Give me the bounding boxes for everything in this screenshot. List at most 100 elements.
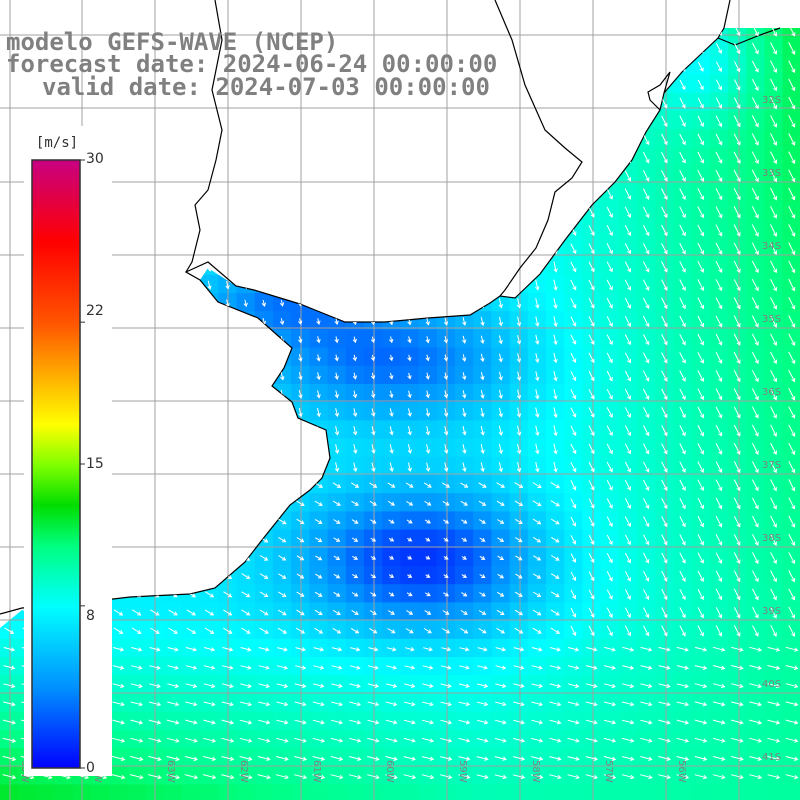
wind-arrow — [171, 261, 176, 273]
wind-arrow — [207, 389, 212, 400]
wind-speed-cell — [764, 56, 784, 76]
wind-speed-cell — [109, 529, 128, 549]
wind-speed-cell — [455, 729, 474, 749]
wind-speed-cell — [200, 238, 219, 258]
wind-arrow — [462, 390, 467, 399]
wind-speed-cell — [746, 311, 765, 330]
wind-speed-cell — [673, 202, 693, 221]
colorbar-unit: [m/s] — [32, 132, 82, 154]
wind-speed-cell — [127, 584, 147, 603]
wind-speed-cell — [673, 238, 693, 258]
wind-arrow — [733, 115, 741, 128]
wind-arrow — [171, 461, 176, 473]
wind-speed-cell — [691, 638, 711, 658]
wind-speed-cell — [309, 529, 329, 549]
wind-speed-cell — [527, 402, 547, 421]
wind-speed-cell — [200, 657, 219, 676]
wind-arrow — [168, 500, 178, 507]
wind-arrow — [298, 407, 303, 418]
wind-speed-cell — [637, 657, 656, 676]
wind-speed-cell — [309, 729, 329, 749]
wind-arrow — [371, 170, 376, 182]
wind-speed-cell — [600, 92, 620, 112]
wind-speed-cell — [418, 584, 438, 603]
wind-arrow — [661, 242, 668, 255]
wind-arrow — [661, 425, 668, 437]
wind-arrow — [697, 79, 704, 91]
wind-speed-cell — [436, 384, 456, 403]
wind-speed-cell — [273, 638, 292, 658]
wind-speed-cell — [309, 547, 329, 567]
wind-arrow — [171, 407, 176, 418]
wind-speed-cell — [637, 256, 656, 276]
wind-speed-cell — [418, 711, 438, 731]
wind-speed-cell — [36, 784, 56, 800]
wind-arrow — [116, 116, 121, 127]
wind-speed-cell — [109, 711, 128, 731]
wind-arrow — [279, 281, 285, 289]
wind-speed-cell — [491, 202, 511, 221]
lagoon-outline — [717, 27, 781, 46]
wind-speed-cell — [491, 420, 511, 440]
wind-speed-cell — [109, 384, 128, 403]
wind-speed-cell — [709, 293, 729, 312]
wind-speed-cell — [691, 766, 711, 785]
wind-arrow — [751, 351, 759, 364]
wind-speed-cell — [527, 347, 547, 367]
wind-arrow — [189, 116, 194, 127]
wind-arrow — [570, 97, 577, 109]
wind-speed-cell — [509, 293, 529, 312]
wind-speed-cell — [127, 693, 147, 713]
wind-arrow — [261, 299, 267, 307]
wind-speed-cell — [491, 675, 511, 694]
wind-speed-cell — [200, 475, 219, 494]
wind-speed-cell — [309, 711, 329, 731]
latitude-label: 32S — [762, 95, 781, 106]
wind-speed-cell — [109, 784, 128, 800]
wind-speed-cell — [109, 256, 128, 276]
wind-arrow — [733, 351, 741, 364]
wind-speed-cell — [618, 311, 638, 330]
wind-arrow — [262, 207, 267, 218]
wind-speed-cell — [728, 129, 747, 148]
wind-speed-cell — [327, 384, 347, 403]
wind-speed-cell — [546, 293, 565, 312]
wind-speed-cell — [0, 111, 19, 130]
wind-arrow — [788, 260, 796, 274]
wind-arrow — [498, 188, 504, 200]
wind-speed-cell — [327, 147, 347, 167]
wind-arrow — [189, 280, 194, 290]
wind-speed-cell — [436, 256, 456, 276]
wind-speed-cell — [473, 711, 492, 731]
wind-speed-cell — [436, 511, 456, 531]
wind-arrow — [316, 354, 321, 362]
wind-speed-cell — [273, 584, 292, 603]
wind-speed-cell — [564, 38, 583, 57]
wind-speed-cell — [163, 584, 183, 603]
wind-speed-cell — [109, 693, 128, 713]
wind-speed-cell — [455, 784, 474, 800]
wind-speed-cell — [109, 547, 128, 567]
wind-speed-cell — [382, 28, 401, 39]
wind-arrow — [316, 262, 321, 272]
wind-arrow — [679, 370, 686, 382]
wind-arrow — [298, 336, 303, 344]
wind-speed-cell — [254, 438, 274, 458]
wind-arrow — [624, 188, 632, 200]
wind-speed-cell — [564, 729, 583, 749]
wind-arrow — [606, 42, 613, 55]
wind-arrow — [715, 279, 723, 292]
wind-speed-cell — [345, 274, 365, 294]
wind-speed-cell — [655, 693, 674, 713]
wind-speed-cell — [691, 547, 711, 567]
wind-arrow — [189, 443, 194, 455]
wind-speed-cell — [546, 493, 565, 512]
wind-arrow — [606, 334, 613, 346]
wind-arrow — [134, 407, 140, 418]
wind-speed-cell — [327, 274, 347, 294]
wind-arrow — [113, 591, 124, 598]
wind-arrow — [407, 426, 412, 436]
wind-arrow — [715, 260, 723, 273]
wind-speed-cell — [655, 475, 674, 494]
latitude-label: 38S — [762, 533, 781, 544]
